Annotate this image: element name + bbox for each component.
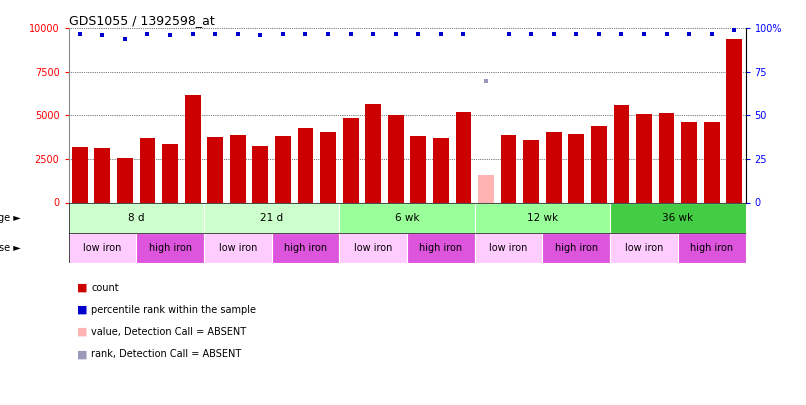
- Text: high iron: high iron: [690, 243, 733, 253]
- Bar: [69, 233, 136, 263]
- Bar: [659, 113, 675, 202]
- Text: value, Detection Call = ABSENT: value, Detection Call = ABSENT: [91, 327, 246, 337]
- Text: 12 wk: 12 wk: [527, 213, 558, 223]
- Text: rank, Detection Call = ABSENT: rank, Detection Call = ABSENT: [91, 350, 241, 359]
- Bar: [455, 112, 472, 202]
- Bar: [678, 233, 746, 263]
- Bar: [72, 147, 88, 202]
- Bar: [272, 233, 339, 263]
- Text: low iron: low iron: [354, 243, 393, 253]
- Text: low iron: low iron: [625, 243, 663, 253]
- Bar: [610, 233, 678, 263]
- Bar: [204, 233, 272, 263]
- Text: 21 d: 21 d: [260, 213, 283, 223]
- Text: 36 wk: 36 wk: [663, 213, 693, 223]
- Text: 6 wk: 6 wk: [395, 213, 419, 223]
- Text: high iron: high iron: [148, 243, 192, 253]
- Bar: [613, 105, 629, 202]
- Bar: [365, 104, 381, 202]
- Bar: [230, 135, 246, 202]
- Text: ■: ■: [77, 327, 87, 337]
- Text: high iron: high iron: [419, 243, 463, 253]
- Bar: [410, 136, 426, 202]
- Text: ■: ■: [77, 350, 87, 359]
- Text: GDS1055 / 1392598_at: GDS1055 / 1392598_at: [69, 14, 214, 27]
- Text: ■: ■: [77, 305, 87, 315]
- Bar: [568, 134, 584, 202]
- Bar: [339, 202, 475, 233]
- Bar: [136, 233, 204, 263]
- Bar: [207, 137, 223, 202]
- Bar: [320, 132, 336, 202]
- Bar: [117, 158, 133, 202]
- Bar: [252, 146, 268, 202]
- Text: low iron: low iron: [489, 243, 528, 253]
- Text: count: count: [91, 283, 118, 292]
- Bar: [523, 140, 539, 202]
- Text: ■: ■: [77, 283, 87, 292]
- Text: dose ►: dose ►: [0, 243, 21, 253]
- Bar: [681, 122, 697, 202]
- Text: low iron: low iron: [218, 243, 257, 253]
- Text: low iron: low iron: [83, 243, 122, 253]
- Text: 8 d: 8 d: [128, 213, 144, 223]
- Bar: [546, 132, 562, 202]
- Bar: [501, 135, 517, 202]
- Bar: [94, 148, 110, 202]
- Bar: [297, 128, 314, 202]
- Text: age ►: age ►: [0, 213, 21, 223]
- Bar: [542, 233, 610, 263]
- Bar: [610, 202, 746, 233]
- Bar: [69, 202, 204, 233]
- Bar: [475, 233, 542, 263]
- Bar: [185, 94, 201, 202]
- Bar: [726, 39, 742, 202]
- Bar: [591, 126, 607, 202]
- Text: percentile rank within the sample: percentile rank within the sample: [91, 305, 256, 315]
- Bar: [139, 138, 156, 202]
- Bar: [339, 233, 407, 263]
- Bar: [433, 138, 449, 202]
- Bar: [475, 202, 610, 233]
- Bar: [704, 122, 720, 202]
- Bar: [343, 118, 359, 202]
- Bar: [162, 144, 178, 202]
- Text: high iron: high iron: [555, 243, 598, 253]
- Bar: [388, 115, 404, 202]
- Bar: [407, 233, 475, 263]
- Text: high iron: high iron: [284, 243, 327, 253]
- Bar: [636, 114, 652, 202]
- Bar: [478, 175, 494, 202]
- Bar: [275, 136, 291, 202]
- Bar: [204, 202, 339, 233]
